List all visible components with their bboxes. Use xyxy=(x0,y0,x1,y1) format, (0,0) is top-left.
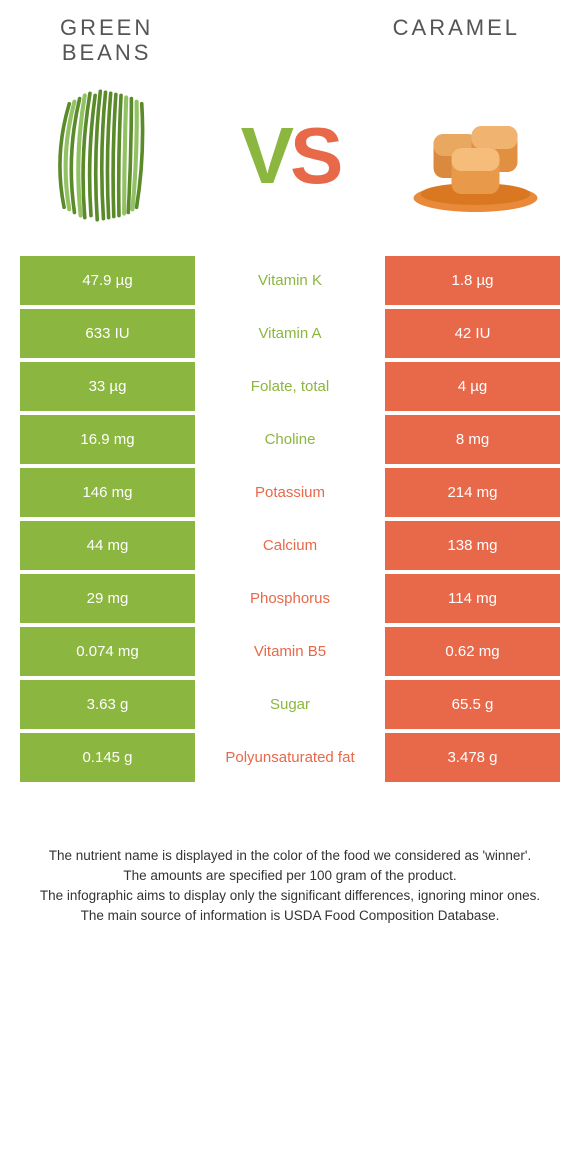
left-value: 0.145 g xyxy=(20,733,195,782)
vs-v: V xyxy=(241,111,290,200)
footer-line: The nutrient name is displayed in the co… xyxy=(30,846,550,866)
right-value: 114 mg xyxy=(385,574,560,623)
left-value: 146 mg xyxy=(20,468,195,517)
right-value: 8 mg xyxy=(385,415,560,464)
green-beans-image xyxy=(30,81,180,231)
nutrient-name: Potassium xyxy=(195,468,385,517)
table-row: 33 µgFolate, total4 µg xyxy=(20,362,560,411)
nutrient-name: Sugar xyxy=(195,680,385,729)
nutrient-name: Choline xyxy=(195,415,385,464)
left-value: 29 mg xyxy=(20,574,195,623)
table-row: 633 IUVitamin A42 IU xyxy=(20,309,560,358)
right-value: 214 mg xyxy=(385,468,560,517)
table-row: 3.63 gSugar65.5 g xyxy=(20,680,560,729)
left-food-title: GREENBEANS xyxy=(60,15,153,66)
footer-notes: The nutrient name is displayed in the co… xyxy=(0,786,580,927)
left-value: 3.63 g xyxy=(20,680,195,729)
right-value: 42 IU xyxy=(385,309,560,358)
right-value: 0.62 mg xyxy=(385,627,560,676)
footer-line: The main source of information is USDA F… xyxy=(30,906,550,926)
hero-row: VS xyxy=(0,71,580,256)
nutrient-name: Phosphorus xyxy=(195,574,385,623)
nutrient-name: Vitamin B5 xyxy=(195,627,385,676)
table-row: 0.145 gPolyunsaturated fat3.478 g xyxy=(20,733,560,782)
table-row: 0.074 mgVitamin B50.62 mg xyxy=(20,627,560,676)
footer-line: The amounts are specified per 100 gram o… xyxy=(30,866,550,886)
right-food-title: CARAMEL xyxy=(393,15,520,66)
nutrient-name: Polyunsaturated fat xyxy=(195,733,385,782)
vs-label: VS xyxy=(241,110,340,202)
table-row: 47.9 µgVitamin K1.8 µg xyxy=(20,256,560,305)
right-value: 3.478 g xyxy=(385,733,560,782)
nutrient-name: Folate, total xyxy=(195,362,385,411)
table-row: 16.9 mgCholine8 mg xyxy=(20,415,560,464)
table-row: 146 mgPotassium214 mg xyxy=(20,468,560,517)
right-value: 65.5 g xyxy=(385,680,560,729)
right-value: 138 mg xyxy=(385,521,560,570)
vs-s: S xyxy=(290,111,339,200)
nutrient-table: 47.9 µgVitamin K1.8 µg633 IUVitamin A42 … xyxy=(20,256,560,782)
right-value: 1.8 µg xyxy=(385,256,560,305)
left-value: 33 µg xyxy=(20,362,195,411)
footer-line: The infographic aims to display only the… xyxy=(30,886,550,906)
nutrient-name: Vitamin A xyxy=(195,309,385,358)
nutrient-name: Vitamin K xyxy=(195,256,385,305)
left-value: 0.074 mg xyxy=(20,627,195,676)
table-row: 29 mgPhosphorus114 mg xyxy=(20,574,560,623)
header: GREENBEANS CARAMEL xyxy=(0,0,580,71)
left-value: 16.9 mg xyxy=(20,415,195,464)
nutrient-name: Calcium xyxy=(195,521,385,570)
left-value: 633 IU xyxy=(20,309,195,358)
left-value: 44 mg xyxy=(20,521,195,570)
caramel-image xyxy=(400,81,550,231)
table-row: 44 mgCalcium138 mg xyxy=(20,521,560,570)
left-value: 47.9 µg xyxy=(20,256,195,305)
right-value: 4 µg xyxy=(385,362,560,411)
